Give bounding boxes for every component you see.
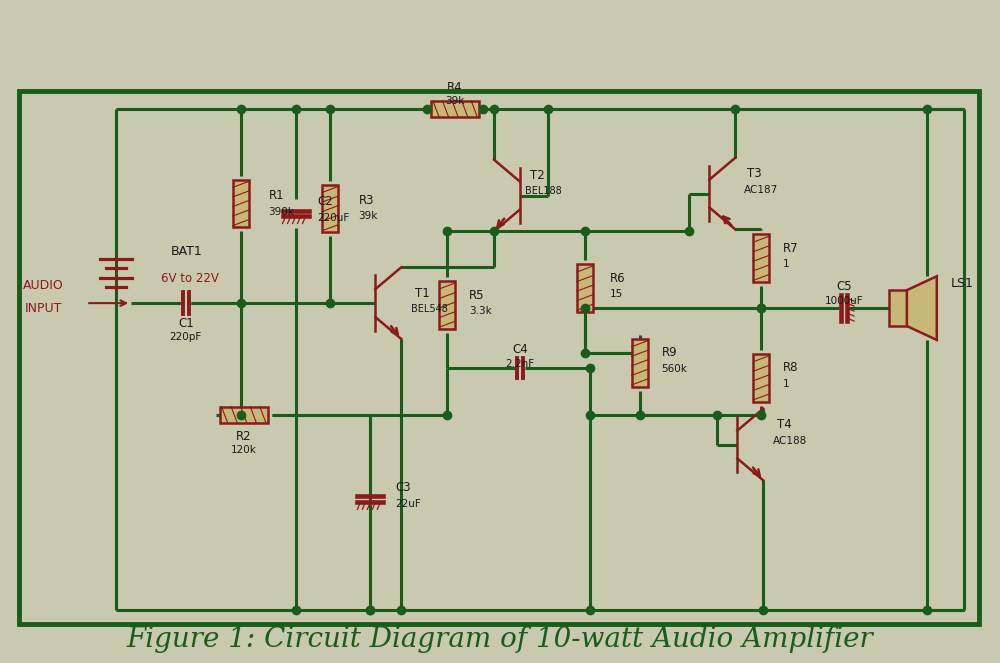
- Bar: [439, 281, 455, 329]
- Text: 6V to 22V: 6V to 22V: [161, 272, 219, 284]
- Bar: [632, 339, 648, 387]
- Text: 220pF: 220pF: [170, 332, 202, 342]
- Text: 390k: 390k: [269, 206, 295, 217]
- Text: R9: R9: [662, 346, 677, 359]
- Text: AC187: AC187: [744, 184, 779, 195]
- Text: 560k: 560k: [662, 364, 687, 374]
- Text: R5: R5: [469, 288, 485, 302]
- Bar: [889, 290, 907, 326]
- Text: 120k: 120k: [231, 446, 257, 455]
- Text: T2: T2: [530, 169, 545, 182]
- Text: 2.2nF: 2.2nF: [505, 359, 535, 369]
- Text: 1: 1: [783, 259, 790, 269]
- Text: 39k: 39k: [445, 96, 465, 106]
- Text: R2: R2: [236, 430, 252, 443]
- Text: BAT1: BAT1: [171, 245, 203, 258]
- Bar: [322, 184, 338, 233]
- Text: R8: R8: [783, 361, 799, 375]
- Text: LS1: LS1: [951, 276, 974, 290]
- Text: C4: C4: [512, 343, 528, 357]
- Text: R4: R4: [447, 80, 463, 93]
- Bar: [753, 235, 769, 282]
- Text: C3: C3: [395, 481, 411, 494]
- Text: R7: R7: [783, 242, 799, 255]
- Bar: [431, 101, 479, 117]
- Text: 220uF: 220uF: [318, 213, 350, 223]
- Text: Figure 1: Circuit Diagram of 10-watt Audio Amplifier: Figure 1: Circuit Diagram of 10-watt Aud…: [127, 626, 873, 653]
- Text: R6: R6: [610, 272, 625, 284]
- Bar: [753, 354, 769, 402]
- Text: AUDIO: AUDIO: [23, 278, 64, 292]
- Bar: [220, 406, 268, 422]
- Text: C2: C2: [318, 195, 333, 208]
- Bar: [577, 265, 593, 312]
- Text: BEL548: BEL548: [411, 304, 448, 314]
- Text: INPUT: INPUT: [25, 302, 62, 315]
- Text: 3.3k: 3.3k: [469, 306, 492, 316]
- Text: R1: R1: [269, 189, 284, 202]
- Text: T4: T4: [777, 418, 792, 431]
- Text: 39k: 39k: [358, 211, 378, 221]
- Polygon shape: [907, 276, 937, 340]
- Text: 1000uF: 1000uF: [825, 296, 863, 306]
- Text: BEL188: BEL188: [525, 186, 562, 196]
- Text: 22uF: 22uF: [395, 499, 421, 509]
- Bar: [19, 91, 979, 624]
- Text: C1: C1: [178, 316, 194, 330]
- Text: 1: 1: [783, 379, 790, 389]
- Text: R3: R3: [358, 194, 374, 207]
- Text: 15: 15: [610, 289, 623, 299]
- Text: T1: T1: [415, 286, 430, 300]
- Text: C5: C5: [836, 280, 852, 292]
- Text: T3: T3: [747, 167, 762, 180]
- Bar: [233, 180, 249, 227]
- Text: AC188: AC188: [773, 436, 807, 446]
